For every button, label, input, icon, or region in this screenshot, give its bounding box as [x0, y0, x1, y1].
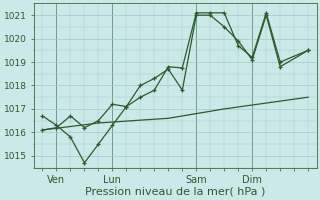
X-axis label: Pression niveau de la mer( hPa ): Pression niveau de la mer( hPa ): [85, 187, 266, 197]
